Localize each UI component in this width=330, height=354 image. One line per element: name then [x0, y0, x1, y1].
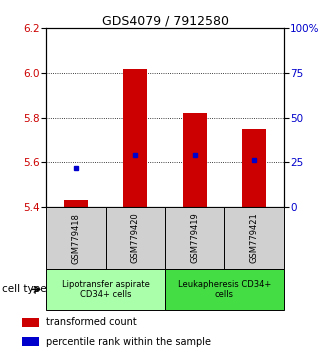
Text: cell type: cell type	[2, 284, 46, 295]
Bar	[106, 207, 165, 269]
Text: GSM779418: GSM779418	[71, 213, 81, 263]
Text: percentile rank within the sample: percentile rank within the sample	[46, 337, 211, 347]
Text: GSM779420: GSM779420	[131, 213, 140, 263]
Bar	[165, 269, 284, 310]
Text: Leukapheresis CD34+
cells: Leukapheresis CD34+ cells	[178, 280, 271, 299]
Text: transformed count: transformed count	[46, 318, 136, 327]
Text: GSM779419: GSM779419	[190, 213, 199, 263]
Bar	[165, 207, 224, 269]
Title: GDS4079 / 7912580: GDS4079 / 7912580	[102, 14, 228, 27]
Bar	[22, 337, 39, 346]
Bar	[64, 200, 88, 207]
Bar	[183, 113, 207, 207]
Text: Lipotransfer aspirate
CD34+ cells: Lipotransfer aspirate CD34+ cells	[62, 280, 149, 299]
Bar	[46, 207, 106, 269]
Bar	[22, 318, 39, 327]
Bar	[242, 129, 266, 207]
Bar	[123, 69, 147, 207]
Bar	[224, 207, 284, 269]
Bar	[46, 269, 165, 310]
Text: GSM779421: GSM779421	[249, 213, 259, 263]
